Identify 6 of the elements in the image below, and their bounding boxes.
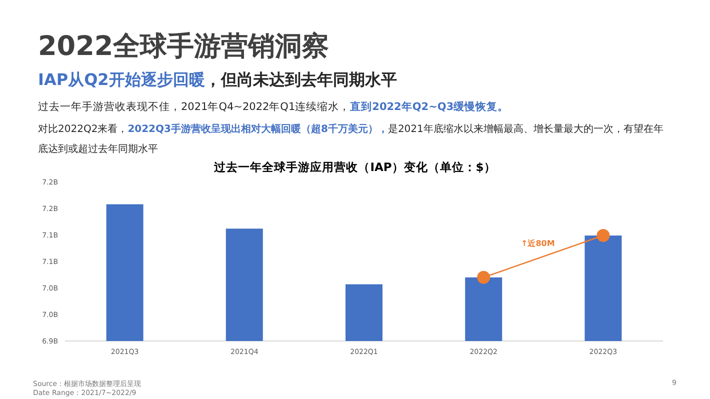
annotation: ↑近80M	[521, 238, 555, 249]
chart-subtitle: IAP从Q2开始逐步回暖，但尚未达到去年同期水平	[38, 70, 397, 91]
chart-title: 2022全球手游营销洞察	[38, 30, 330, 64]
text: 对比2022Q2来看，2022Q3手游营收呈现出相对大幅回暖（超8千万美元），是2021年底缩水以来增幅最高、增长量最大的一次，有望在年底达到或超过去年同期水平	[38, 124, 664, 155]
text: 过去一年手游营收表现不佳，2021年Q4~2022年Q1连续缩水，直到2022年Q2~Q3缓慢恢复。	[38, 100, 509, 114]
text: 过去一年全球手游应用营收（IAP）变化（单位：$）	[213, 160, 497, 175]
